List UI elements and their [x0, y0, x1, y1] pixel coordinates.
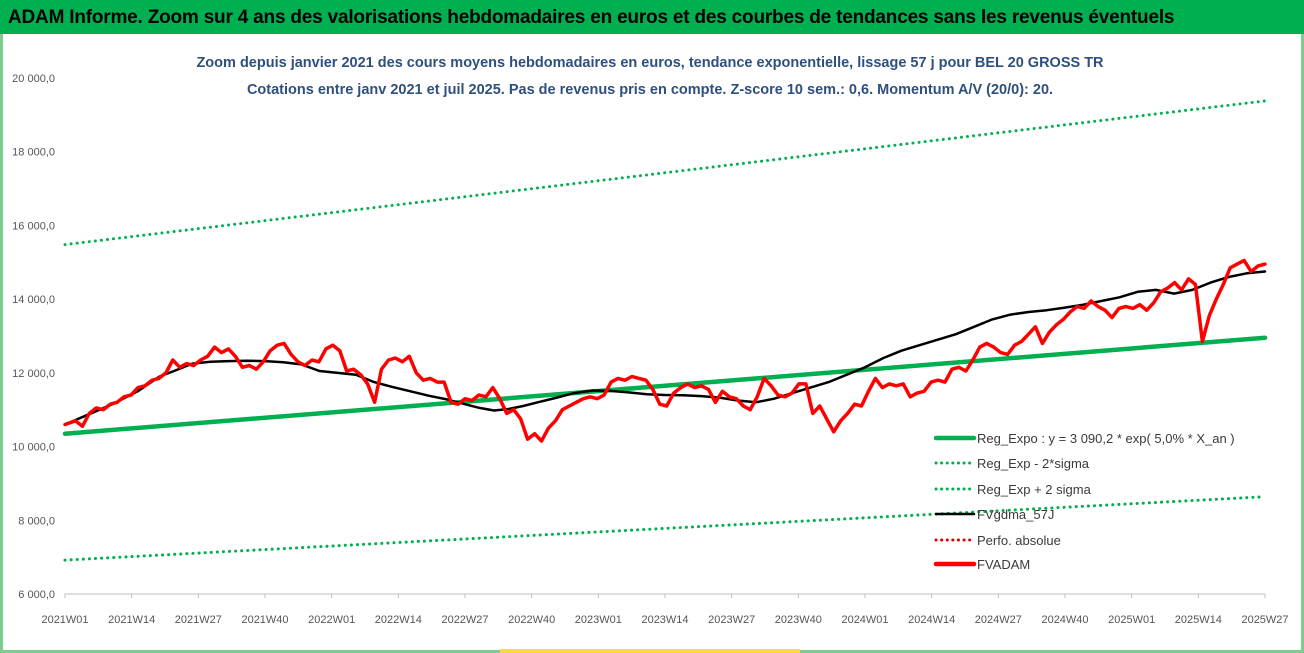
- y-tick-label: 14 000,0: [12, 294, 55, 306]
- series-layer: [62, 99, 1268, 562]
- legend-label: Reg_Exp - 2*sigma: [977, 456, 1090, 471]
- legend-label: Reg_Exp + 2 sigma: [977, 482, 1092, 497]
- series-line-fvadam: [63, 258, 1267, 443]
- x-tick-label: 2022W27: [441, 614, 488, 626]
- y-tick-label: 20 000,0: [12, 73, 55, 85]
- x-tick-label: 2023W40: [775, 614, 822, 626]
- x-tick-label: 2023W14: [641, 614, 688, 626]
- banner-title: ADAM Informe. Zoom sur 4 ans des valoris…: [8, 7, 1175, 28]
- y-tick-label: 18 000,0: [12, 147, 55, 159]
- x-tick-label: 2021W40: [241, 614, 288, 626]
- legend-label: Perfo. absolue: [977, 533, 1061, 548]
- x-tick-label: 2021W14: [108, 614, 155, 626]
- axes: 6 000,0 8 000,0 10 000,0 12 000,0 14 000,0 16…: [12, 73, 1288, 626]
- chart-title-line1: Zoom depuis janvier 2021 des cours moyen…: [196, 55, 1104, 71]
- chart-title-line2: Cotations entre janv 2021 et juil 2025. …: [247, 82, 1053, 98]
- x-tick-label: 2024W27: [975, 614, 1022, 626]
- x-tick-label: 2022W01: [308, 614, 355, 626]
- title-banner: ADAM Informe. Zoom sur 4 ans des valoris…: [0, 0, 1304, 34]
- legend-label: FVADAM: [977, 557, 1030, 572]
- y-tick-label: 8 000,0: [18, 515, 55, 527]
- legend-label: FVgdma_57J: [977, 507, 1054, 522]
- x-tick-label: 2024W14: [908, 614, 955, 626]
- y-tick-label: 16 000,0: [12, 220, 55, 232]
- y-tick-label: 6 000,0: [18, 589, 55, 601]
- series-line-regression: [62, 335, 1268, 436]
- bottom-strip: [500, 649, 800, 653]
- y-tick-label: 12 000,0: [12, 368, 55, 380]
- x-tick-label: 2025W27: [1241, 614, 1288, 626]
- legend-label: Reg_Expo : y = 3 090,2 * exp( 5,0% * X_a…: [977, 431, 1235, 446]
- x-tick-label: 2025W01: [1108, 614, 1155, 626]
- x-tick-label: 2021W27: [175, 614, 222, 626]
- x-tick-label: 2023W27: [708, 614, 755, 626]
- x-tick-label: 2025W14: [1175, 614, 1222, 626]
- x-tick-label: 2024W01: [841, 614, 888, 626]
- series-line-moving-average: [63, 270, 1267, 426]
- x-tick-label: 2021W01: [41, 614, 88, 626]
- x-tick-label: 2022W14: [375, 614, 422, 626]
- x-tick-label: 2022W40: [508, 614, 555, 626]
- series-line-band: [63, 495, 1267, 562]
- legend: Reg_Expo : y = 3 090,2 * exp( 5,0% * X_a…: [933, 431, 1235, 572]
- y-tick-label: 10 000,0: [12, 442, 55, 454]
- x-tick-label: 2024W40: [1041, 614, 1088, 626]
- x-tick-label: 2023W01: [575, 614, 622, 626]
- series-line-band: [63, 99, 1267, 247]
